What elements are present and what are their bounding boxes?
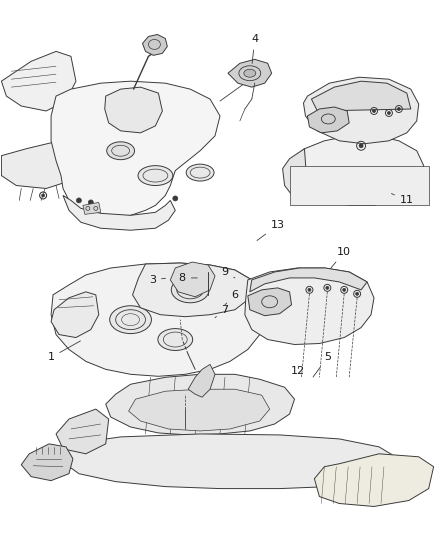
Ellipse shape bbox=[355, 292, 358, 295]
Ellipse shape bbox=[88, 200, 93, 205]
Polygon shape bbox=[311, 81, 410, 111]
Ellipse shape bbox=[110, 306, 151, 334]
Polygon shape bbox=[170, 262, 215, 297]
Polygon shape bbox=[21, 444, 73, 481]
Text: 11: 11 bbox=[391, 193, 413, 205]
Polygon shape bbox=[303, 77, 418, 144]
Ellipse shape bbox=[387, 111, 389, 115]
Polygon shape bbox=[61, 434, 398, 489]
Polygon shape bbox=[56, 409, 109, 454]
Ellipse shape bbox=[173, 196, 177, 201]
Polygon shape bbox=[247, 288, 291, 316]
Polygon shape bbox=[282, 149, 307, 198]
Polygon shape bbox=[1, 143, 76, 189]
Ellipse shape bbox=[76, 198, 81, 203]
Polygon shape bbox=[188, 365, 215, 397]
Text: 4: 4 bbox=[251, 35, 258, 63]
Text: 9: 9 bbox=[221, 267, 234, 278]
Ellipse shape bbox=[186, 164, 214, 181]
Polygon shape bbox=[105, 87, 162, 133]
Text: 5: 5 bbox=[312, 352, 330, 377]
Ellipse shape bbox=[307, 288, 310, 292]
Ellipse shape bbox=[243, 69, 255, 77]
Text: 10: 10 bbox=[330, 247, 350, 268]
Polygon shape bbox=[51, 292, 99, 337]
Text: 12: 12 bbox=[290, 366, 304, 376]
Polygon shape bbox=[51, 263, 264, 376]
Polygon shape bbox=[106, 374, 294, 435]
Polygon shape bbox=[51, 81, 219, 219]
Text: 3: 3 bbox=[148, 275, 165, 285]
Polygon shape bbox=[289, 136, 423, 205]
Polygon shape bbox=[128, 389, 269, 431]
Ellipse shape bbox=[342, 288, 345, 292]
Polygon shape bbox=[1, 51, 76, 111]
Ellipse shape bbox=[158, 329, 192, 351]
Ellipse shape bbox=[171, 277, 208, 303]
Polygon shape bbox=[244, 268, 373, 344]
Polygon shape bbox=[249, 268, 366, 292]
Text: 13: 13 bbox=[256, 220, 284, 240]
Text: 8: 8 bbox=[178, 273, 197, 283]
Ellipse shape bbox=[372, 109, 374, 112]
Ellipse shape bbox=[42, 194, 45, 197]
Polygon shape bbox=[227, 59, 271, 87]
Ellipse shape bbox=[325, 286, 328, 289]
Polygon shape bbox=[142, 35, 167, 55]
Text: 6: 6 bbox=[224, 290, 238, 305]
Polygon shape bbox=[132, 263, 251, 317]
Ellipse shape bbox=[106, 142, 134, 160]
Polygon shape bbox=[63, 196, 175, 230]
Ellipse shape bbox=[358, 144, 362, 148]
Polygon shape bbox=[307, 107, 348, 133]
Text: 7: 7 bbox=[215, 305, 228, 318]
Polygon shape bbox=[83, 203, 101, 214]
Text: 1: 1 bbox=[47, 341, 80, 362]
Ellipse shape bbox=[396, 108, 399, 110]
Polygon shape bbox=[314, 454, 433, 506]
Polygon shape bbox=[289, 166, 427, 205]
Ellipse shape bbox=[138, 166, 173, 185]
